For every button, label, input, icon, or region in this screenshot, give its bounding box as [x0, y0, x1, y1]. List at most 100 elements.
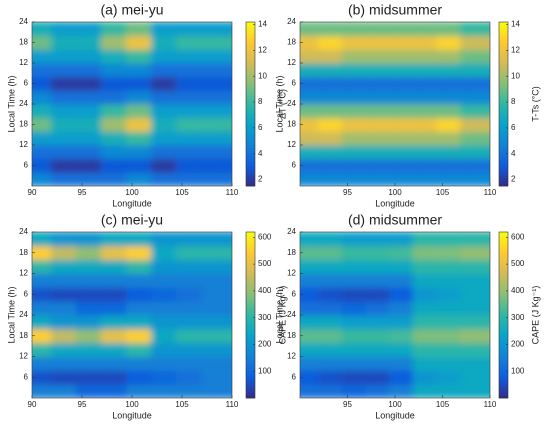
- colorbar-swatch: [246, 98, 255, 102]
- cell: [201, 300, 232, 316]
- colorbar-swatch: [499, 172, 508, 176]
- colorbar-swatch: [246, 312, 255, 316]
- colorbar-swatch: [499, 287, 508, 291]
- colorbar-swatch: [246, 295, 255, 299]
- x-tick-label: 100: [125, 400, 139, 409]
- colorbar-swatch: [499, 175, 508, 179]
- colorbar-swatch: [499, 306, 508, 310]
- y-tick-label: 6: [24, 161, 29, 170]
- colorbar-swatch: [499, 38, 508, 42]
- colorbar-swatch: [499, 364, 508, 368]
- colorbar-swatch: [246, 153, 255, 157]
- colorbar-swatch: [499, 71, 508, 75]
- y-tick-label: 18: [287, 331, 296, 340]
- colorbar-swatch: [246, 234, 255, 238]
- colorbar-swatch: [499, 142, 508, 146]
- heatmap: [300, 232, 490, 398]
- x-tick-label: 110: [226, 400, 239, 409]
- colorbar-swatch: [246, 381, 255, 385]
- colorbar-tick-label: 12: [258, 46, 267, 55]
- colorbar-swatch: [246, 54, 255, 58]
- colorbar-swatch: [499, 125, 508, 129]
- colorbar-swatch: [246, 136, 255, 140]
- y-tick-label: 6: [24, 79, 29, 88]
- y-tick-label: 6: [292, 372, 297, 381]
- colorbar-swatch: [499, 276, 508, 280]
- colorbar-swatch: [246, 43, 255, 47]
- colorbar-swatch: [499, 292, 508, 297]
- cell: [460, 35, 490, 50]
- colorbar-swatch: [246, 375, 255, 380]
- colorbar-swatch: [499, 106, 508, 110]
- cell: [201, 22, 232, 37]
- cell: [201, 383, 232, 398]
- y-tick-label: 24: [19, 17, 28, 26]
- colorbar-swatch: [246, 373, 255, 377]
- colorbar-swatch: [246, 38, 255, 42]
- y-tick-label: 6: [24, 289, 29, 298]
- colorbar-swatch: [246, 65, 255, 69]
- cell: [460, 356, 490, 371]
- x-axis-label: Longitude: [375, 410, 415, 420]
- y-tick-label: 24: [19, 227, 28, 236]
- colorbar-swatch: [499, 265, 508, 269]
- colorbar-swatch: [499, 68, 508, 72]
- colorbar-swatch: [246, 353, 255, 357]
- colorbar-swatch: [499, 270, 508, 274]
- cell: [460, 259, 490, 274]
- cell: [460, 342, 490, 357]
- colorbar-swatch: [246, 359, 255, 363]
- colorbar-swatch: [499, 303, 508, 308]
- colorbar-swatch: [246, 262, 255, 266]
- colorbar-tick-label: 12: [511, 46, 520, 55]
- colorbar-swatch: [246, 290, 255, 294]
- colorbar-swatch: [499, 290, 508, 294]
- colorbar-swatch: [499, 57, 508, 61]
- colorbar-swatch: [246, 237, 255, 241]
- colorbar-swatch: [246, 367, 255, 371]
- colorbar-swatch: [499, 139, 508, 143]
- colorbar-swatch: [246, 164, 255, 168]
- cell: [201, 356, 232, 371]
- colorbar-tick-label: 600: [511, 232, 525, 241]
- colorbar-swatch: [499, 345, 508, 349]
- colorbar-tick-label: 10: [258, 71, 267, 80]
- colorbar-swatch: [499, 27, 508, 31]
- colorbar-swatch: [499, 281, 508, 285]
- colorbar-swatch: [499, 150, 508, 154]
- colorbar-swatch: [246, 57, 255, 61]
- colorbar-swatch: [499, 378, 508, 382]
- y-tick-label: 18: [287, 120, 296, 129]
- colorbar-swatch: [499, 169, 508, 173]
- colorbar-swatch: [499, 134, 508, 138]
- colorbar-swatch: [499, 312, 508, 316]
- colorbar-swatch: [499, 114, 508, 119]
- colorbar-swatch: [246, 79, 255, 83]
- colorbar-swatch: [246, 281, 255, 285]
- colorbar-swatch: [246, 60, 255, 64]
- colorbar-swatch: [246, 284, 255, 288]
- colorbar-swatch: [246, 348, 255, 352]
- colorbar-tick-label: 10: [511, 71, 520, 80]
- colorbar-swatch: [246, 87, 255, 91]
- heatmap: [300, 22, 490, 186]
- colorbar-swatch: [246, 267, 255, 272]
- colorbar-swatch: [246, 364, 255, 368]
- colorbar-swatch: [499, 232, 508, 236]
- y-tick-label: 18: [19, 331, 28, 340]
- cell: [201, 89, 232, 105]
- cell: [201, 103, 232, 119]
- y-tick-label: 12: [19, 269, 28, 278]
- colorbar-swatch: [246, 240, 255, 244]
- colorbar-tick-label: 500: [258, 259, 272, 268]
- x-tick-label: 95: [78, 188, 87, 197]
- colorbar-label: CAPE (J Kg⁻¹): [530, 286, 540, 345]
- colorbar-swatch: [499, 24, 508, 28]
- colorbar-swatch: [246, 309, 255, 313]
- colorbar-swatch: [499, 328, 508, 332]
- cell: [460, 171, 490, 186]
- plot-area: [32, 232, 232, 398]
- colorbar-swatch: [246, 320, 255, 324]
- colorbar-swatch: [246, 128, 255, 132]
- colorbar-swatch: [246, 328, 255, 332]
